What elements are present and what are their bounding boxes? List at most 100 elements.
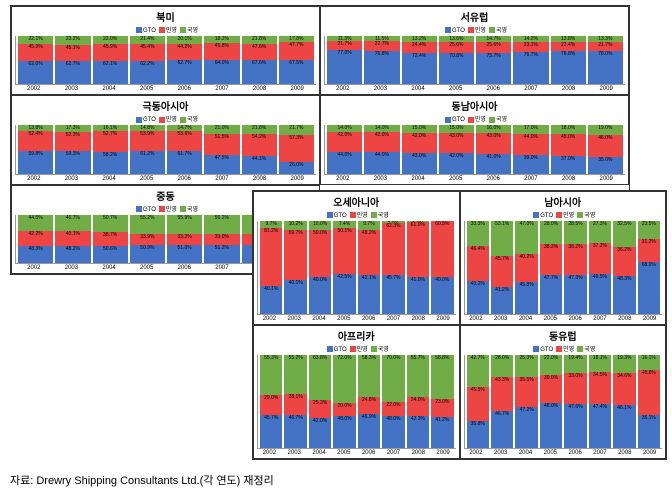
bar: 17.8%47.7%67.5% [279, 36, 314, 84]
bars: 11.3%21.7%77.0%11.5%22.7%76.8%13.2%24.4%… [324, 36, 625, 85]
segment: 55.2% [284, 355, 306, 394]
segment: 46.7% [284, 415, 306, 448]
charts-grid-2: 오세아니아GTO민영국영9.7%81.2%40.1%10.2%59.7%40.1… [252, 190, 667, 460]
segment: 45.5% [467, 387, 489, 421]
segment: 21.7% [279, 125, 314, 135]
segment: 45.8% [515, 282, 537, 314]
chart-title: 극동아시아 [15, 98, 316, 113]
segment: 63.8% [309, 355, 331, 400]
bar: 55.2%33.9%50.9% [130, 215, 165, 263]
legend: GTO민영국영 [15, 114, 316, 123]
segment: 59.8% [18, 151, 53, 174]
segment: 44.1% [242, 156, 277, 174]
segment: 40.1% [55, 231, 90, 245]
segment: 44.0% [513, 134, 548, 155]
segment: 48.2% [55, 246, 90, 263]
segment: 81.2% [260, 228, 282, 286]
segment: 24.4% [402, 42, 437, 53]
chart-panel: 아프리카GTO민영국영55.3%29.0%45.7%55.2%28.1%46.7… [253, 325, 460, 459]
bar: 58.3%24.8%46.9% [358, 355, 380, 448]
segment: 53.9% [130, 131, 165, 151]
segment: 23.0% [431, 399, 453, 416]
segment: 47.2% [515, 407, 537, 448]
segment: 61.7% [167, 151, 202, 174]
segment: 62.7% [167, 60, 202, 84]
segment: 77.0% [327, 50, 362, 84]
segment: 43.0% [402, 153, 437, 174]
segment: 45.9% [18, 44, 53, 61]
bar: 25.3%35.5%47.2% [515, 355, 537, 448]
bar: 14.7%53.6%61.7% [167, 125, 202, 173]
bar: 22.1%45.9%62.0% [18, 36, 53, 84]
bar: 9.7%81.2%40.1% [260, 221, 282, 314]
bar: 17.0%44.0%39.0% [513, 125, 548, 173]
x-axis: 20022003200420052006200720082009 [15, 86, 316, 92]
segment: 35.0% [588, 157, 623, 174]
segment: 50.0% [309, 230, 331, 277]
bar: 21.4%45.4%62.2% [130, 36, 165, 84]
segment: 52.7% [93, 131, 128, 151]
bar: 13.8%52.4%59.8% [18, 125, 53, 173]
legend: GTO민영국영 [257, 344, 456, 353]
segment: 18.0% [551, 125, 586, 134]
segment: 40.1% [260, 286, 282, 314]
segment: 18.1% [589, 355, 611, 372]
segment: 35.5% [515, 377, 537, 408]
segment: 45.7% [491, 256, 513, 286]
segment: 55.3% [260, 355, 282, 395]
segment: 25.6% [476, 42, 511, 53]
segment: 47.4% [589, 404, 611, 448]
legend: GTO민영국영 [324, 114, 625, 123]
segment: 40.1% [284, 280, 306, 314]
x-axis: 20022003200420052006200720082009 [464, 316, 663, 322]
segment: 42.2% [18, 231, 53, 246]
segment: 22.7% [364, 41, 399, 51]
segment: 76.8% [551, 51, 586, 84]
bar: 10.2%59.7%40.1% [284, 221, 306, 314]
segment: 44.0% [327, 152, 362, 173]
segment: 43.0% [439, 133, 474, 154]
segment: 48.3% [613, 276, 635, 314]
bar: 46.7%40.1%48.2% [55, 215, 90, 263]
chart-panel: 동남아시아GTO민영국영14.0%42.0%44.0%14.0%42.0%44.… [320, 95, 629, 184]
segment: 36.2% [613, 247, 635, 276]
bar: 16.1%52.7%58.2% [93, 125, 128, 173]
bar: 7.4%50.1%42.5% [333, 221, 355, 314]
segment: 19.4% [564, 355, 586, 373]
bar: 42.7%45.5%35.8% [467, 355, 489, 448]
bar: 47.0%40.2%45.8% [515, 221, 537, 314]
bar: 53.1%45.7%41.2% [491, 221, 513, 314]
segment: 48.0% [382, 416, 404, 448]
segment: 38.2% [564, 244, 586, 275]
bar: 15.0%43.0%42.0% [439, 125, 474, 173]
segment: 57.3% [279, 135, 314, 161]
segment: 48.3% [18, 246, 53, 263]
bar: 33.3%46.4%43.2% [467, 221, 489, 314]
segment: 37.2% [589, 243, 611, 273]
segment: 9.7% [358, 221, 380, 230]
bars: 42.7%45.5%35.8%28.0%43.3%46.7%25.3%35.5%… [464, 355, 663, 449]
chart-title: 서유럽 [324, 9, 625, 24]
bar: 27.3%37.2%49.5% [589, 221, 611, 314]
segment: 16.0% [476, 125, 511, 133]
segment: 60.5% [431, 221, 453, 277]
segment: 40.0% [309, 277, 331, 314]
segment: 47.5% [204, 155, 239, 174]
segment: 45.1% [55, 45, 90, 62]
segment: 75.7% [476, 53, 511, 85]
segment: 50.6% [93, 246, 128, 263]
x-axis: 20022003200420052006200720082009 [464, 450, 663, 456]
chart-panel: 극동아시아GTO민영국영13.8%52.4%59.8%17.3%52.3%59.… [11, 95, 320, 184]
segment: 23.1% [513, 42, 548, 52]
bar: 14.0%42.0%44.0% [364, 125, 399, 173]
segment: 20.0% [333, 403, 355, 416]
segment: 34.5% [589, 372, 611, 404]
segment: 67.5% [279, 60, 314, 85]
segment: 25.3% [309, 400, 331, 418]
bar: 28.5%38.2%47.3% [564, 221, 586, 314]
segment: 38.7% [93, 232, 128, 245]
segment: 46.7% [491, 411, 513, 448]
bar: 21.0%51.5%47.5% [204, 125, 239, 173]
segment: 42.0% [439, 153, 474, 173]
segment: 47.7% [540, 275, 562, 314]
